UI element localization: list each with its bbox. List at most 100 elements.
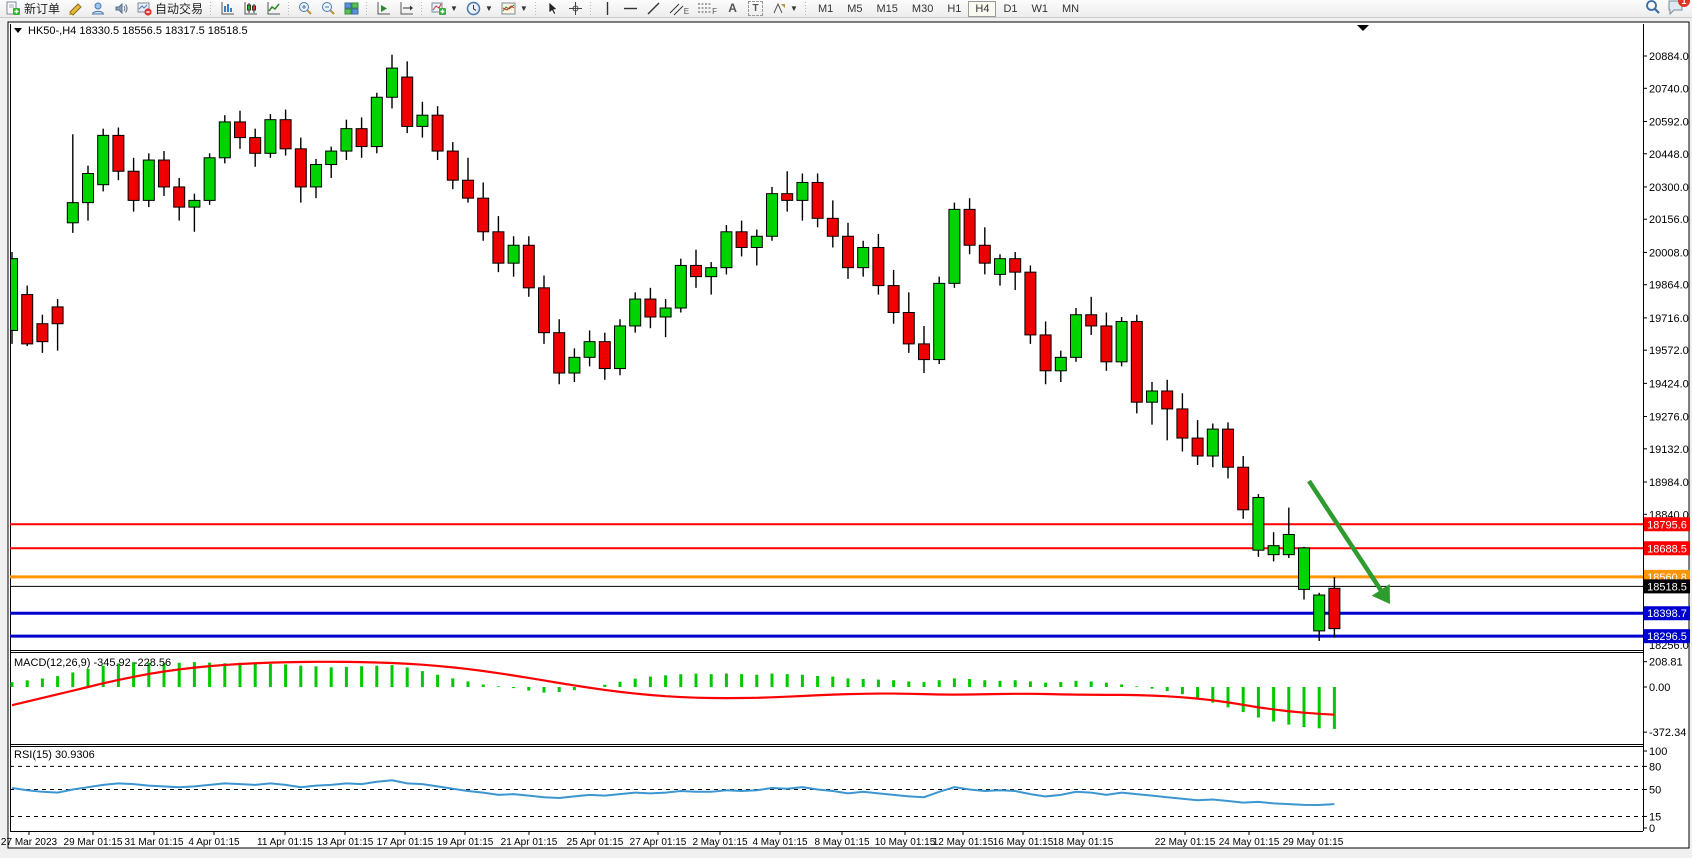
channel-glyph: E: [683, 7, 690, 16]
macd-panel: MACD(12,26,9) -345.92 -228.56 208.81 0.00 -…: [10, 657, 1686, 739]
price-tick-label: 20448.0: [1649, 149, 1689, 161]
price-line-badge-label: 18398.7: [1647, 608, 1687, 620]
rsi-panel: RSI(15) 30.9306 100 80 50 150: [10, 746, 1667, 835]
chart-bars-button[interactable]: [216, 0, 239, 17]
candle-body: [978, 244, 991, 264]
candle-body: [781, 193, 794, 201]
chart-shift-button[interactable]: [395, 0, 418, 17]
search-icon[interactable]: [1645, 0, 1661, 18]
chart-window-frame: [7, 21, 1690, 849]
price-line-badge: [1644, 629, 1690, 644]
text-button[interactable]: A: [721, 0, 744, 17]
trend-arrow[interactable]: [1307, 479, 1390, 604]
price-tick-label: 20740.0: [1649, 83, 1689, 95]
autotrading-button[interactable]: 自动交易: [133, 0, 207, 17]
chat-icon[interactable]: 1: [1667, 0, 1690, 18]
price-line-badge: [1644, 579, 1690, 594]
candle-body: [1054, 356, 1067, 372]
candle-body: [492, 231, 505, 264]
tile-windows-button[interactable]: [340, 0, 363, 17]
chart-candles-button[interactable]: [239, 0, 262, 17]
arrows-button[interactable]: ▼: [767, 0, 802, 17]
crosshair-icon: [568, 1, 583, 16]
timeframe-w1-button[interactable]: W1: [1031, 2, 1049, 15]
candle-body: [1100, 325, 1113, 363]
rsi-line: [11, 779, 1335, 807]
date-label: 25 Apr 01:15: [567, 837, 624, 848]
timeframe-mn-button[interactable]: MN: [1062, 2, 1080, 15]
chevron-down-icon: ▼: [519, 4, 528, 13]
timeframe-d1-button[interactable]: D1: [1003, 2, 1018, 15]
candle-body: [218, 121, 231, 159]
timeframe-h1-button[interactable]: H1: [947, 2, 962, 15]
auto-scroll-button[interactable]: [372, 0, 395, 17]
templates-button[interactable]: ▼: [497, 0, 532, 17]
price-tick-label: 19864.0: [1649, 280, 1689, 292]
candle-body: [568, 356, 581, 374]
price-tick-label: 19424.0: [1649, 378, 1689, 390]
hline-button[interactable]: [619, 0, 642, 17]
vline-button[interactable]: [596, 0, 619, 17]
candle-body: [1267, 545, 1280, 556]
price-tick-label: 20884.0: [1649, 51, 1689, 63]
chart-menu-arrow-icon[interactable]: [14, 28, 22, 33]
candle-body: [1070, 314, 1082, 358]
zoom-out-button[interactable]: [317, 0, 340, 17]
timeframe-m30-button[interactable]: M30: [911, 2, 934, 15]
candle-body: [21, 294, 34, 345]
candle-body: [766, 193, 778, 237]
chevron-down-icon: ▼: [484, 4, 493, 13]
fibo-button[interactable]: F: [693, 0, 721, 17]
profile-button[interactable]: [87, 0, 110, 17]
styles-button[interactable]: [64, 0, 87, 17]
date-label: 4 Apr 01:15: [188, 837, 240, 848]
sound-button[interactable]: [110, 0, 133, 17]
zoom-in-button[interactable]: [294, 0, 317, 17]
candle-body: [370, 96, 383, 148]
channel-button[interactable]: E: [665, 0, 693, 17]
crosshair-button[interactable]: [564, 0, 587, 17]
price-tick-label: 19132.0: [1649, 444, 1689, 456]
rsi-axis-label: 100: [1649, 746, 1667, 758]
date-label: 19 Apr 01:15: [437, 837, 494, 848]
candle-body: [1146, 390, 1158, 403]
fibo-glyph: F: [712, 7, 718, 16]
hline-icon: [623, 1, 638, 16]
date-label: 21 Apr 01:15: [501, 837, 558, 848]
candle-body: [842, 235, 854, 269]
candle-body: [188, 199, 201, 208]
toolbar: 新订单 自动交易 ▼ ▼ ▼ E F A T ▼ M1 M5 M15 M30 H1 H4 D1 W1 MN 1: [0, 0, 1692, 18]
templates-icon: [501, 1, 516, 16]
candle-body: [994, 258, 1006, 275]
candle-body: [431, 114, 444, 152]
price-line-badge: [1644, 606, 1690, 621]
chevron-down-icon: ▼: [450, 4, 458, 13]
periods-button[interactable]: ▼: [462, 0, 497, 17]
candle-body: [948, 208, 961, 284]
trendline-button[interactable]: [642, 0, 665, 17]
candle-body: [522, 244, 535, 289]
new-order-button[interactable]: 新订单: [2, 0, 64, 17]
date-label: 24 May 01:15: [1219, 837, 1280, 848]
timeframe-m1-button[interactable]: M1: [817, 2, 834, 15]
candle-body: [462, 179, 474, 199]
toolbar-separator: [420, 1, 426, 16]
indicators-button[interactable]: ▼: [427, 0, 462, 17]
chart-line-button[interactable]: [262, 0, 285, 17]
horizontal-lines: 18795.618688.518560.818518.518398.718296…: [10, 517, 1690, 644]
trend-arrow-line[interactable]: [1307, 479, 1387, 597]
candle-body: [674, 264, 687, 309]
auto-scroll-icon: [376, 1, 391, 16]
cursor-button[interactable]: [541, 0, 564, 17]
time-axis[interactable]: 27 Mar 2023 29 Mar 01:15 31 Mar 01:15 4 Apr…: [1, 831, 1344, 848]
timeframe-h4-button[interactable]: H4: [968, 0, 997, 17]
candle-body: [1222, 428, 1234, 468]
scroll-marker-icon[interactable]: [1357, 25, 1369, 31]
timeframe-m15-button[interactable]: M15: [876, 2, 898, 15]
chart-line-icon: [266, 1, 281, 16]
text-label-button[interactable]: T: [744, 0, 767, 17]
timeframe-m5-button[interactable]: M5: [847, 2, 863, 15]
candle-body: [340, 128, 353, 152]
date-label: 27 Apr 01:15: [630, 837, 687, 848]
